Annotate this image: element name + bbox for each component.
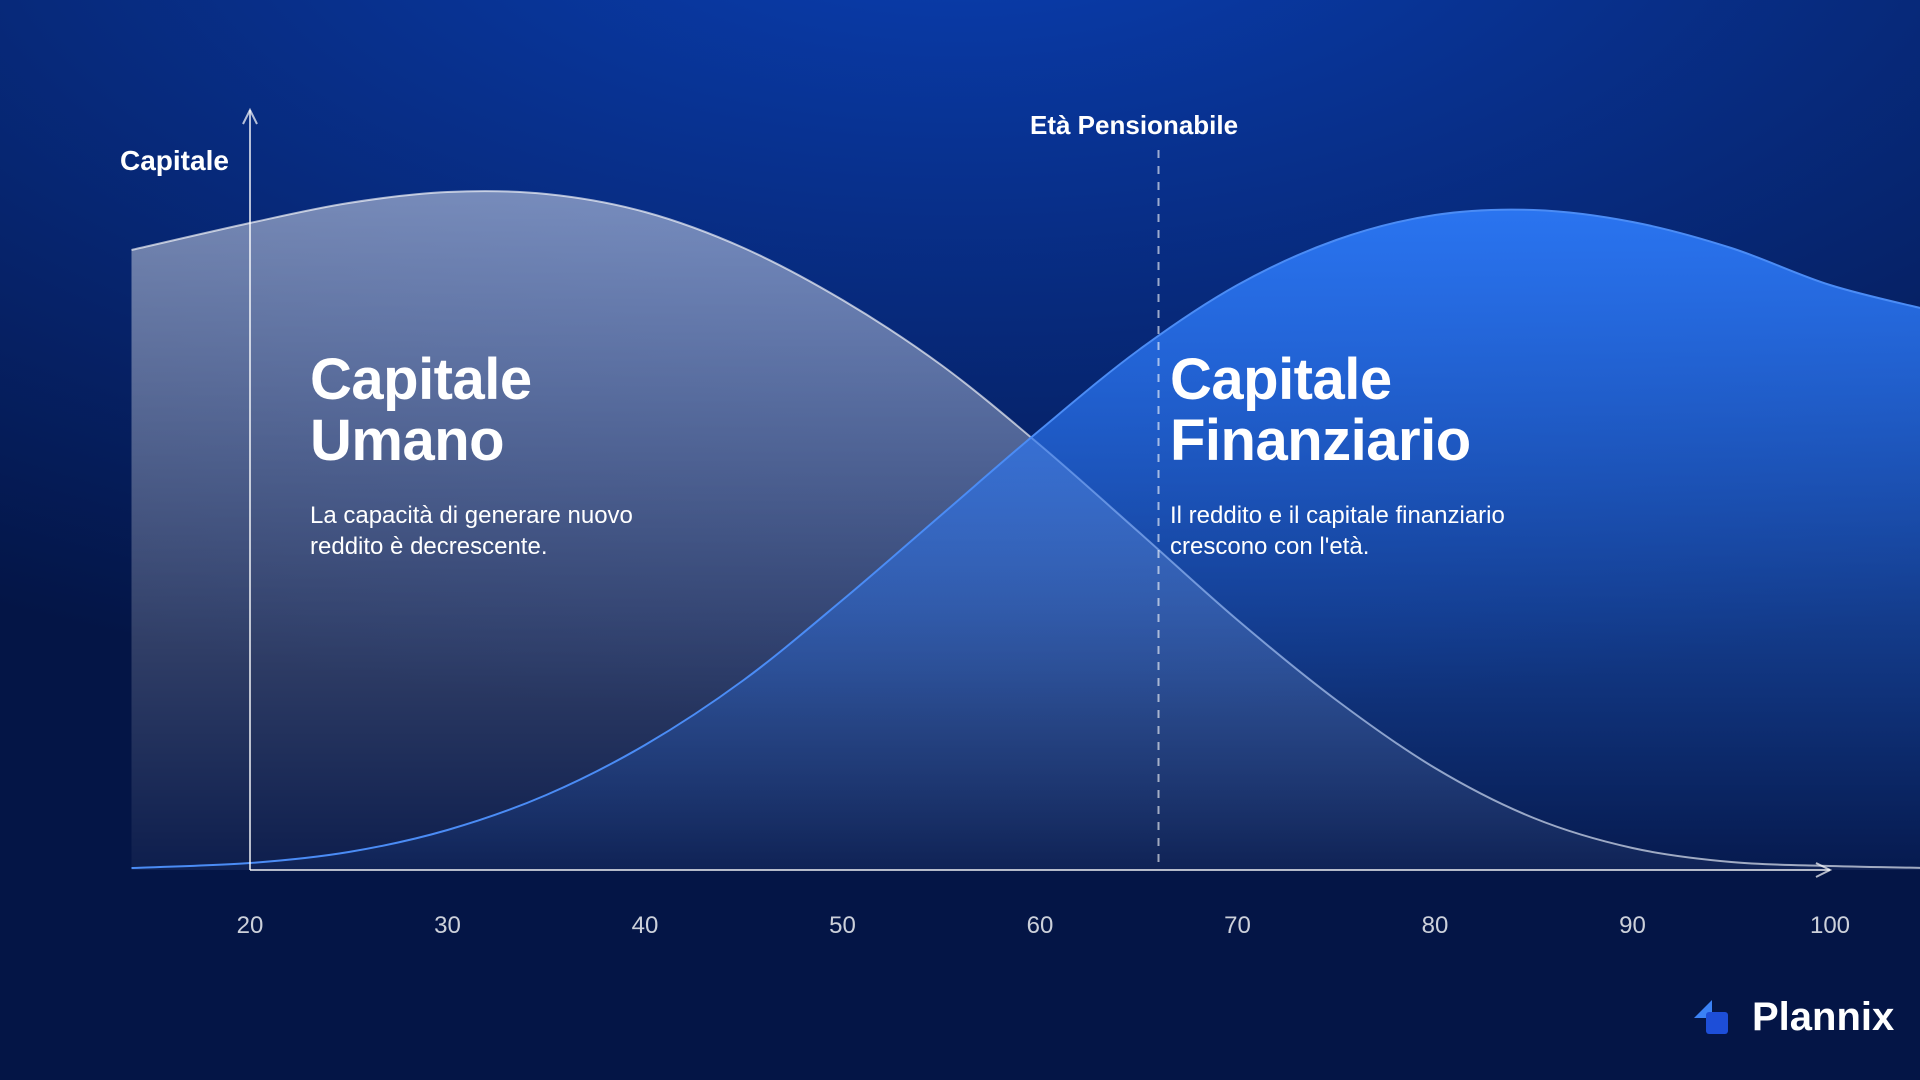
- retirement-age-label: Età Pensionabile: [1030, 110, 1238, 141]
- x-tick-label: 40: [632, 912, 659, 940]
- y-axis-label: Capitale: [120, 145, 229, 177]
- x-tick-label: 50: [829, 912, 856, 940]
- financial-capital-title: CapitaleFinanziario: [1170, 350, 1471, 472]
- x-tick-label: 30: [434, 912, 461, 940]
- x-tick-label: 60: [1027, 912, 1054, 940]
- plannix-logo-icon: [1690, 996, 1740, 1040]
- human-capital-subtitle: La capacità di generare nuovoreddito è d…: [310, 500, 633, 562]
- x-tick-label: 100: [1810, 912, 1850, 940]
- financial-capital-subtitle: Il reddito e il capitale finanziariocres…: [1170, 500, 1505, 562]
- brand-logo: Plannix: [1690, 995, 1894, 1040]
- x-tick-label: 80: [1422, 912, 1449, 940]
- brand-logo-text: Plannix: [1752, 995, 1894, 1040]
- x-tick-label: 20: [237, 912, 264, 940]
- x-tick-label: 90: [1619, 912, 1646, 940]
- x-tick-label: 70: [1224, 912, 1251, 940]
- chart-container: Capitale Età Pensionabile CapitaleUmano …: [0, 0, 1920, 1080]
- human-capital-title: CapitaleUmano: [310, 350, 532, 472]
